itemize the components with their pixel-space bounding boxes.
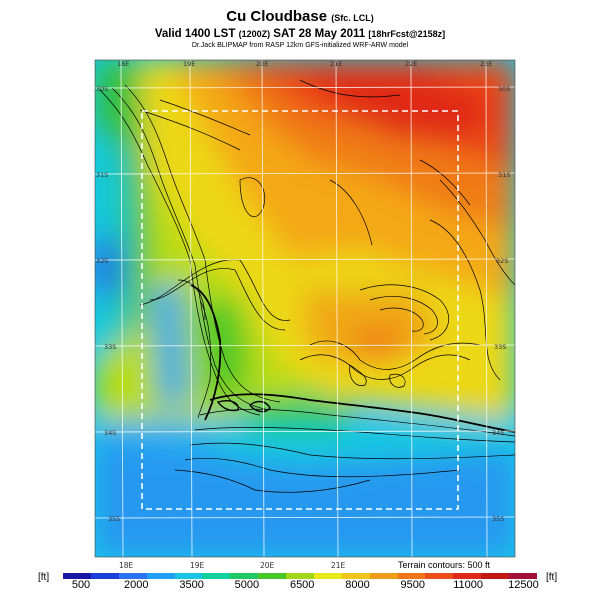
lon-label: 22E xyxy=(405,60,417,68)
title-suffix: (Sfc. LCL) xyxy=(331,13,374,23)
lon-label: 20E xyxy=(256,60,268,68)
lon-label: 23E xyxy=(480,60,492,68)
legend-tick-label: 11000 xyxy=(453,579,483,591)
color-swatch xyxy=(174,573,203,579)
color-swatch xyxy=(258,573,286,579)
model-credit: Dr.Jack BLIPMAP from RASP 12km GFS-initi… xyxy=(191,42,409,49)
lat-label: 30S xyxy=(96,85,108,93)
terrain-contour-note: Terrain contours: 500 ft xyxy=(398,560,491,570)
color-bar xyxy=(63,573,537,579)
inner-domain-boundary xyxy=(141,110,459,510)
color-swatch xyxy=(453,573,482,579)
lat-label: 31S xyxy=(498,171,510,179)
color-field xyxy=(95,60,515,557)
color-swatch xyxy=(286,573,314,579)
lat-label: 32S xyxy=(96,257,108,265)
legend-tick-label: 8000 xyxy=(345,579,370,591)
left-latitude-labels: 30S 31S 32S 33S 34S 35S xyxy=(96,85,120,523)
lat-label: 34S xyxy=(492,429,504,437)
legend-unit-right: [ft] xyxy=(546,572,558,583)
bottom-longitude-labels: 18E 19E 20E 21E xyxy=(119,561,346,570)
legend-tick-label: 500 xyxy=(71,579,91,591)
lat-lon-grid xyxy=(95,60,515,557)
lon-label: 18E xyxy=(119,561,134,570)
color-swatch xyxy=(481,573,509,579)
lon-label: 21E xyxy=(331,561,346,570)
utc-time: (1200Z) xyxy=(238,29,271,39)
top-longitude-labels: 18E 19E 20E 21E 22E 23E xyxy=(117,60,492,68)
legend-tick-label: 12500 xyxy=(508,579,539,591)
lon-label: 19E xyxy=(190,561,205,570)
valid-time: Valid 1400 LST (1200Z) SAT 28 May 2011 [… xyxy=(154,28,446,40)
forecast-tag: [18hrFcst@2158z] xyxy=(368,29,446,39)
color-swatch xyxy=(369,573,398,579)
legend-tick-label: 2000 xyxy=(124,579,149,591)
color-swatch xyxy=(146,573,175,579)
legend-tick-label: 9500 xyxy=(400,579,426,591)
legend-ticks: 500 2000 3500 5000 6500 8000 9500 11000 12500 xyxy=(63,578,539,592)
lon-label: 20E xyxy=(260,561,275,570)
color-swatch xyxy=(63,573,91,579)
map-title: Cu Cloudbase (Sfc. LCL) xyxy=(226,8,374,25)
legend-tick-label: 6500 xyxy=(289,579,315,591)
color-swatch xyxy=(397,573,426,579)
lon-label: 18E xyxy=(117,60,129,68)
lat-label: 32S xyxy=(496,257,508,265)
lat-label: 33S xyxy=(104,343,116,351)
color-swatch xyxy=(118,573,147,579)
color-swatch xyxy=(425,573,454,579)
lat-label: 30S xyxy=(498,85,510,93)
lat-label: 35S xyxy=(492,515,504,523)
map-frame xyxy=(94,59,516,558)
lat-label: 31S xyxy=(96,171,108,179)
right-latitude-labels: 30S 31S 32S 33S 34S 35S xyxy=(492,85,510,523)
legend-tick-label: 5000 xyxy=(234,579,260,591)
color-swatch xyxy=(202,573,231,579)
header: Cu Cloudbase (Sfc. LCL) Valid 1400 LST (… xyxy=(0,8,600,50)
lon-label: 19E xyxy=(183,60,195,68)
legend-unit-left: [ft] xyxy=(38,572,50,583)
color-swatch xyxy=(341,573,370,579)
color-legend: [ft] 500 2000 3500 5000 6500 8000 9500 11000 125… xyxy=(0,572,600,600)
color-swatch xyxy=(313,573,342,579)
lon-label: 21E xyxy=(330,60,342,68)
lat-label: 33S xyxy=(494,343,506,351)
lat-label: 34S xyxy=(104,429,116,437)
legend-tick-label: 3500 xyxy=(179,579,204,591)
lat-label: 35S xyxy=(108,515,120,523)
color-swatch xyxy=(90,573,119,579)
color-swatch xyxy=(230,573,259,579)
color-swatch xyxy=(509,573,537,579)
